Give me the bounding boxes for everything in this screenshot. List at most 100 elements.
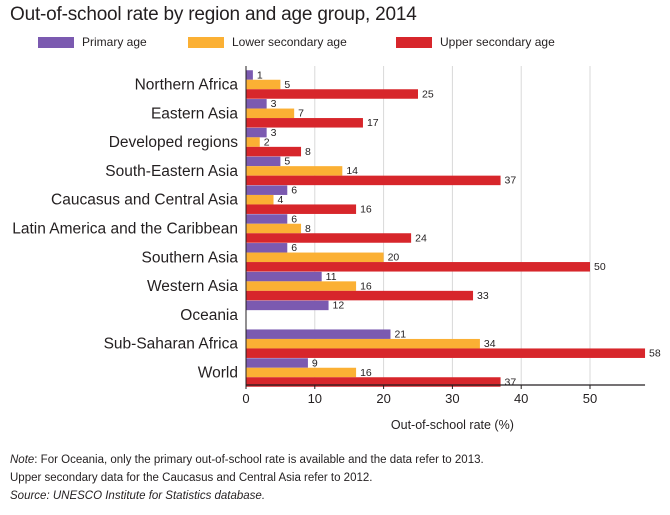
data-label: 16 (360, 280, 372, 292)
bar (246, 99, 267, 109)
x-axis-title: Out-of-school rate (%) (391, 418, 514, 432)
legend-label-lower-secondary: Lower secondary age (232, 35, 347, 49)
data-label: 1 (257, 69, 263, 81)
data-label: 16 (360, 203, 372, 215)
data-label: 3 (271, 98, 277, 110)
data-label: 21 (394, 328, 406, 340)
data-label: 37 (505, 376, 517, 388)
category-label: World (198, 365, 238, 382)
category-label: Eastern Asia (151, 105, 238, 122)
category-label: Latin America and the Caribbean (12, 221, 238, 238)
category-label: Sub-Saharan Africa (104, 336, 239, 353)
bar (246, 233, 412, 243)
data-label: 50 (594, 261, 606, 273)
bar (246, 89, 418, 99)
bar (246, 329, 391, 339)
bar (246, 204, 357, 214)
legend-swatch-primary (38, 36, 74, 48)
legend-swatch-lower-secondary (188, 36, 224, 48)
legend-item-primary: Primary age (38, 35, 147, 49)
bar (246, 156, 281, 167)
data-label: 34 (484, 338, 496, 350)
bar (246, 214, 288, 224)
data-label: 17 (367, 117, 379, 129)
legend-label-primary: Primary age (82, 35, 147, 49)
bar (246, 127, 267, 138)
bar (246, 223, 302, 234)
category-label: Western Asia (147, 278, 238, 295)
legend-item-lower-secondary: Lower secondary age (188, 35, 347, 49)
bar (246, 252, 384, 263)
bar (246, 70, 253, 80)
data-label: 16 (360, 367, 372, 379)
note-label: Note (10, 454, 35, 466)
source-text: : UNESCO Institute for Statistics databa… (46, 490, 266, 502)
bar (246, 146, 302, 157)
bar (246, 79, 281, 90)
category-label: Southern Asia (141, 249, 238, 266)
x-tick-label: 10 (308, 391, 322, 406)
data-label: 3 (271, 127, 277, 139)
x-tick-label: 40 (514, 391, 528, 406)
category-label: Oceania (180, 307, 238, 324)
legend: Primary age Lower secondary age Upper se… (0, 35, 670, 55)
data-label: 20 (388, 252, 400, 264)
legend-label-upper-secondary: Upper secondary age (440, 35, 555, 49)
bar (246, 271, 322, 282)
bar (246, 358, 308, 368)
data-label: 6 (291, 184, 297, 196)
bar (246, 118, 363, 128)
data-label: 11 (326, 271, 337, 283)
x-tick-label: 0 (242, 391, 249, 406)
bar (246, 348, 646, 358)
notes: Note: For Oceania, only the primary out-… (10, 451, 660, 505)
data-label: 5 (284, 79, 290, 91)
legend-item-upper-secondary: Upper secondary age (396, 35, 555, 49)
bar (246, 137, 260, 147)
category-label: Northern Africa (135, 77, 239, 94)
data-label: 9 (312, 357, 318, 369)
bar (246, 262, 590, 272)
category-label: South-Eastern Asia (105, 163, 238, 180)
data-label: 6 (291, 213, 297, 225)
data-label: 8 (305, 223, 311, 235)
data-label: 37 (505, 175, 517, 187)
data-label: 58 (649, 347, 661, 359)
bar (246, 166, 343, 176)
bar (246, 300, 329, 311)
data-label: 25 (422, 88, 434, 100)
bar (246, 377, 501, 387)
x-tick-label: 20 (376, 391, 390, 406)
data-label: 7 (298, 108, 304, 120)
note-text: : For Oceania, only the primary out-of-s… (34, 454, 484, 466)
data-label: 14 (346, 165, 358, 177)
data-label: 33 (477, 290, 489, 302)
bar (246, 185, 288, 195)
data-label: 4 (278, 194, 284, 206)
chart-title: Out-of-school rate by region and age gro… (10, 4, 417, 25)
category-label: Caucasus and Central Asia (51, 192, 238, 209)
data-label: 8 (305, 146, 311, 158)
bar (246, 194, 274, 205)
legend-swatch-upper-secondary (396, 36, 432, 48)
data-label: 2 (264, 136, 270, 148)
bar (246, 108, 295, 119)
bar (246, 290, 474, 301)
data-label: 24 (415, 232, 427, 244)
bar (246, 175, 501, 186)
bar (246, 243, 288, 253)
source-line: Source: UNESCO Institute for Statistics … (10, 487, 660, 505)
data-label: 6 (291, 242, 297, 254)
bar (246, 281, 357, 291)
bar (246, 367, 357, 378)
category-label: Developed regions (109, 134, 239, 151)
x-tick-label: 30 (445, 391, 459, 406)
source-label: Source (10, 490, 47, 502)
note-line-2: Upper secondary data for the Caucasus an… (10, 472, 373, 484)
x-tick-label: 50 (583, 391, 597, 406)
bar (246, 338, 480, 349)
data-label: 12 (333, 300, 345, 312)
data-label: 5 (284, 156, 290, 168)
note-line-1: Note: For Oceania, only the primary out-… (10, 451, 660, 469)
